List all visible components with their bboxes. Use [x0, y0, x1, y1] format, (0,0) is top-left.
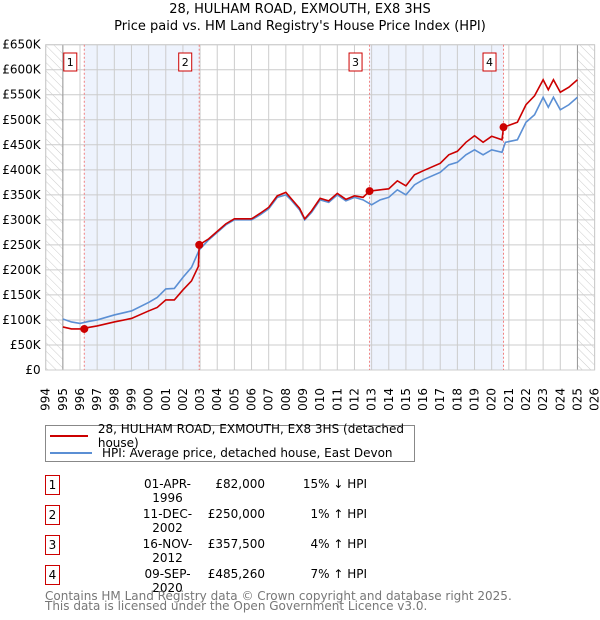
- line-chart: 1994 1995 1996 1997 1998 1999 2000 2001 2002 2003…: [2, 38, 600, 410]
- sale-label-box: [482, 52, 497, 72]
- sale-number: 3: [45, 535, 60, 555]
- y-tick-label: £50K: [10, 338, 42, 352]
- x-tick-label: 2006: [245, 388, 259, 410]
- legend-label: 28, HULHAM ROAD, EXMOUTH, EX8 3HS (detac…: [97, 422, 404, 450]
- sale-number: 2: [45, 505, 60, 525]
- y-tick-label: £200K: [2, 263, 42, 277]
- sale-number: 1: [45, 475, 60, 495]
- chart-subtitle: Price paid vs. HM Land Registry's House …: [114, 19, 486, 34]
- y-tick-label: £350K: [2, 188, 42, 202]
- plot-border: [45, 44, 596, 371]
- sale-row: 4 09-SEP-2020 £485,260 7% ↑ HPI: [45, 565, 445, 595]
- x-tick-label: 2015: [399, 388, 413, 410]
- legend-item-property: 28, HULHAM ROAD, EXMOUTH, EX8 3HS (detac…: [50, 422, 414, 450]
- x-tick-label: 2007: [262, 388, 276, 410]
- x-tick-label: 2022: [519, 388, 533, 410]
- x-tick-label: 2024: [553, 388, 567, 410]
- sale-price: £485,260: [207, 567, 265, 581]
- x-tick-label: 1995: [56, 388, 70, 410]
- x-tick-label: 2018: [450, 388, 464, 410]
- y-tick-label: £100K: [2, 313, 42, 327]
- sale-label: 1: [67, 56, 74, 69]
- x-tick-label: 2021: [502, 388, 516, 410]
- y-tick-label: £0: [25, 363, 40, 377]
- sale-hpi-diff: 1% ↑ HPI: [310, 507, 367, 521]
- x-tick-label: 2014: [382, 388, 396, 410]
- chart-title: 28, HULHAM ROAD, EXMOUTH, EX8 3HS: [169, 2, 431, 17]
- x-tick-label: 2023: [536, 388, 550, 410]
- hatched-region: [577, 44, 595, 370]
- legend-item-hpi: HPI: Average price, detached house, East…: [50, 445, 393, 461]
- sale-date: 16-NOV-2012: [142, 537, 193, 565]
- x-tick-label: 1998: [107, 388, 121, 410]
- x-tick-label: 2017: [433, 388, 447, 410]
- y-tick-label: £400K: [2, 163, 42, 177]
- x-tick-label: 2020: [485, 388, 499, 410]
- x-tick-label: 2003: [193, 388, 207, 410]
- sale-label-box: [348, 52, 363, 72]
- x-tick-label: 2011: [330, 388, 344, 410]
- x-tick-label: 2016: [416, 388, 430, 410]
- sale-label-box: [178, 52, 193, 72]
- x-tick-label: 2013: [365, 388, 379, 410]
- x-tick-label: 2026: [588, 388, 600, 410]
- sale-date: 09-SEP-2020: [144, 567, 191, 595]
- legend-label: HPI: Average price, detached house, East…: [102, 446, 393, 460]
- hatched-region: [45, 44, 63, 370]
- footer-licence: This data is licensed under the Open Gov…: [45, 599, 428, 613]
- sale-date: 11-DEC-2002: [142, 507, 193, 535]
- sale-number: 4: [45, 565, 60, 585]
- sale-label: 3: [352, 56, 359, 69]
- sale-label: 4: [486, 56, 493, 69]
- legend-swatch-red: [50, 435, 88, 437]
- y-tick-label: £650K: [2, 38, 42, 52]
- x-tick-label: 1996: [73, 388, 87, 410]
- y-tick-label: £550K: [2, 88, 42, 102]
- x-tick-label: 1997: [90, 388, 104, 410]
- x-tick-label: 2004: [210, 388, 224, 410]
- sale-price: £250,000: [207, 507, 265, 521]
- x-tick-label: 1999: [124, 388, 138, 410]
- x-tick-label: 2005: [227, 388, 241, 410]
- sale-row: 3 16-NOV-2012 £357,500 4% ↑ HPI: [45, 535, 445, 565]
- x-tick-label: 2025: [570, 388, 584, 410]
- footer-copyright: Contains HM Land Registry data © Crown c…: [45, 589, 512, 603]
- sale-row: 1 01-APR-1996 £82,000 15% ↓ HPI: [45, 475, 445, 505]
- y-tick-label: £250K: [2, 238, 42, 252]
- x-tick-label: 2019: [468, 388, 482, 410]
- x-tick-label: 2002: [176, 388, 190, 410]
- x-tick-label: 2012: [347, 388, 361, 410]
- property-price-line: [62, 78, 578, 330]
- y-tick-label: £500K: [2, 113, 42, 127]
- hpi-line: [62, 95, 578, 325]
- legend-swatch-blue: [50, 452, 92, 454]
- shaded-period: [369, 44, 504, 370]
- sale-date: 01-APR-1996: [144, 477, 191, 505]
- x-tick-label: 2000: [142, 388, 156, 410]
- x-tick-label: 2001: [159, 388, 173, 410]
- sale-point: [499, 123, 508, 132]
- shaded-period: [84, 44, 200, 370]
- x-tick-label: 1994: [39, 388, 53, 410]
- y-tick-label: £600K: [2, 63, 42, 77]
- y-tick-label: £300K: [2, 213, 42, 227]
- legend: 28, HULHAM ROAD, EXMOUTH, EX8 3HS (detac…: [45, 422, 415, 462]
- sale-price: £82,000: [215, 477, 265, 491]
- sale-price: £357,500: [207, 537, 265, 551]
- sale-point: [365, 187, 374, 196]
- x-tick-label: 2008: [279, 388, 293, 410]
- sale-row: 2 11-DEC-2002 £250,000 1% ↑ HPI: [45, 505, 445, 535]
- sale-point: [195, 240, 204, 249]
- x-tick-label: 2010: [313, 388, 327, 410]
- x-tick-label: 2009: [296, 388, 310, 410]
- sale-point: [80, 324, 89, 333]
- sale-hpi-diff: 15% ↓ HPI: [302, 477, 367, 491]
- sale-label: 2: [182, 56, 189, 69]
- y-tick-label: £150K: [2, 288, 42, 302]
- sale-hpi-diff: 4% ↑ HPI: [310, 537, 367, 551]
- y-tick-label: £450K: [2, 138, 42, 152]
- sale-label-box: [63, 52, 78, 72]
- sale-hpi-diff: 7% ↑ HPI: [310, 567, 367, 581]
